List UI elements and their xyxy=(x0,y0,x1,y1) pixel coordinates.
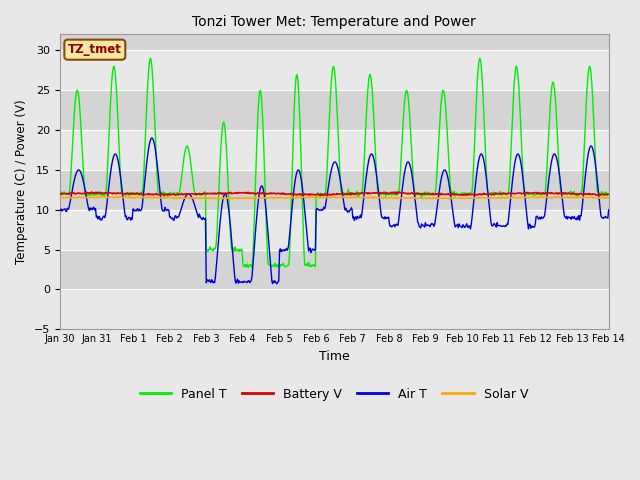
Title: Tonzi Tower Met: Temperature and Power: Tonzi Tower Met: Temperature and Power xyxy=(192,15,476,29)
Bar xyxy=(60,130,609,170)
Y-axis label: Temperature (C) / Power (V): Temperature (C) / Power (V) xyxy=(15,99,28,264)
X-axis label: Time: Time xyxy=(319,350,349,363)
Bar xyxy=(60,90,609,130)
Bar xyxy=(60,50,609,90)
Text: TZ_tmet: TZ_tmet xyxy=(68,43,122,56)
Bar xyxy=(60,289,609,329)
Bar xyxy=(60,170,609,210)
Bar xyxy=(60,210,609,250)
Legend: Panel T, Battery V, Air T, Solar V: Panel T, Battery V, Air T, Solar V xyxy=(135,383,533,406)
Bar xyxy=(60,250,609,289)
